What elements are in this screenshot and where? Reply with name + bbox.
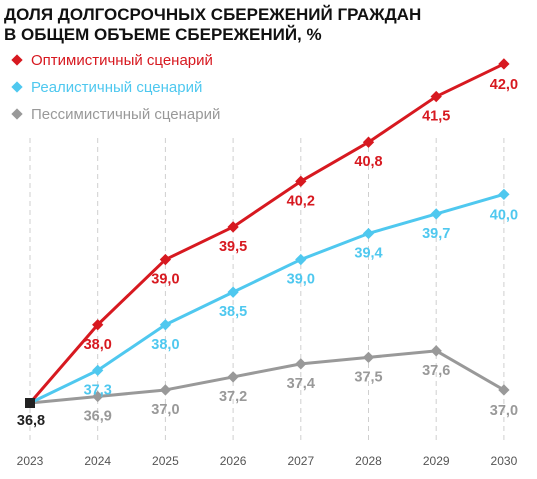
data-label-optimistic-2024: 38,0 [84,337,112,353]
legend-label-realistic: Реалистичный сценарий [31,79,202,96]
point-pessimistic-2028 [362,351,375,364]
data-label-pessimistic-2026: 37,2 [219,389,247,405]
point-realistic-2030 [498,188,510,201]
x-tick-2024: 2024 [84,454,111,468]
legend-label-optimistic: Оптимистичный сценарий [31,52,213,69]
start-point-2023 [25,398,35,408]
data-label-start-2023: 36,8 [17,413,45,429]
data-label-realistic-2030: 40,0 [490,207,518,223]
point-realistic-2028 [362,227,375,240]
x-tick-2027: 2027 [287,454,314,468]
data-label-realistic-2028: 39,4 [354,245,382,261]
data-label-pessimistic-2025: 37,0 [151,402,179,418]
legend-item-optimistic: Оптимистичный сценарий [11,52,213,69]
data-label-pessimistic-2030: 37,0 [490,403,518,419]
point-pessimistic-2030 [498,384,510,396]
data-label-realistic-2027: 39,0 [287,272,315,288]
point-optimistic-2025 [159,253,172,266]
point-pessimistic-2026 [227,371,239,383]
data-label-pessimistic-2024: 36,9 [84,408,112,424]
data-label-realistic-2024: 37,3 [84,382,112,398]
legend-label-pessimistic: Пессимистичный сценарий [31,106,220,123]
data-label-realistic-2029: 39,7 [422,226,450,242]
data-label-optimistic-2028: 40,8 [354,154,382,170]
x-tick-2028: 2028 [355,454,382,468]
series-line-realistic [29,192,505,405]
point-optimistic-2030 [498,58,510,70]
data-label-optimistic-2026: 39,5 [219,239,247,255]
chart-title-line-1: ДОЛЯ ДОЛГОСРОЧНЫХ СБЕРЕЖЕНИЙ ГРАЖДАН [4,5,421,24]
legend-marker-optimistic [11,54,23,66]
x-tick-2026: 2026 [220,454,247,468]
data-label-optimistic-2029: 41,5 [422,109,450,125]
point-realistic-2025 [159,319,172,331]
series-line-optimistic [28,62,505,404]
legend-item-realistic: Реалистичный сценарий [11,79,202,96]
point-optimistic-2026 [227,221,239,233]
data-label-pessimistic-2029: 37,6 [422,363,450,379]
point-pessimistic-2025 [159,384,172,396]
chart-title-line-2: В ОБЩЕМ ОБЪЕМЕ СБЕРЕЖЕНИЙ, % [4,25,322,44]
data-label-optimistic-2025: 39,0 [151,272,179,288]
point-optimistic-2028 [362,136,375,148]
data-label-realistic-2026: 38,5 [219,304,247,320]
point-realistic-2026 [227,286,239,298]
legend-marker-pessimistic [11,108,23,120]
point-realistic-2029 [430,208,442,220]
x-tick-2030: 2030 [491,454,518,468]
series-line-pessimistic [29,349,505,405]
legend-marker-realistic [11,81,23,93]
plot-area: 2023 2024 2025 2026 2027 2028 2029 2030 38,0 39,0… [17,58,518,468]
data-label-optimistic-2030: 42,0 [490,77,518,93]
point-optimistic-2027 [295,175,307,187]
data-label-pessimistic-2028: 37,5 [354,369,382,385]
x-tick-2023: 2023 [17,454,44,468]
legend: Оптимистичный сценарий Реалистичный сцен… [11,52,220,123]
point-pessimistic-2027 [295,358,307,370]
x-tick-2029: 2029 [423,454,450,468]
x-tick-2025: 2025 [152,454,179,468]
data-label-realistic-2025: 38,0 [151,337,179,353]
legend-item-pessimistic: Пессимистичный сценарий [11,106,220,123]
data-label-optimistic-2027: 40,2 [287,193,315,209]
data-label-pessimistic-2027: 37,4 [287,376,315,392]
point-realistic-2027 [295,253,307,266]
point-pessimistic-2029 [430,345,442,357]
